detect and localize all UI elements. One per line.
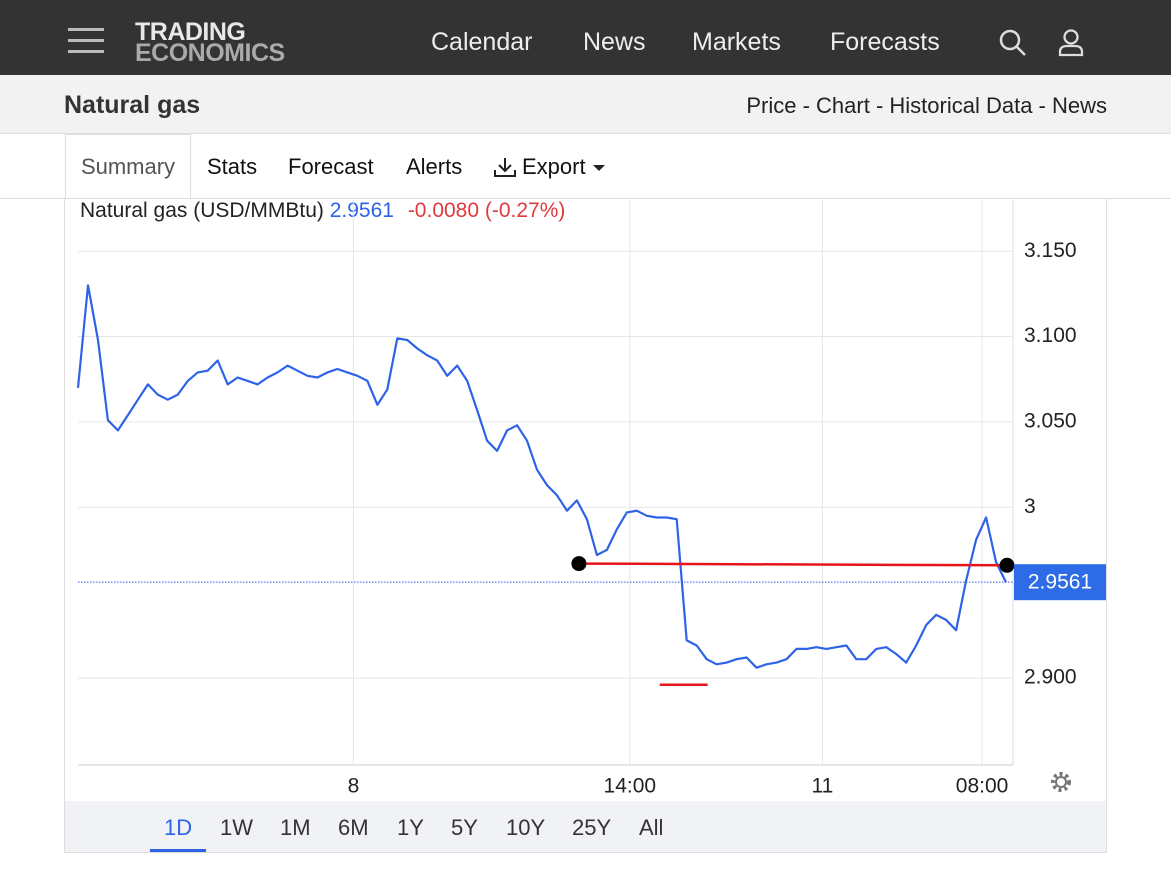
trend-handle: [999, 557, 1015, 573]
tabs: Summary Stats Forecast Alerts Export: [0, 134, 1171, 199]
page-title: Natural gas: [64, 91, 201, 119]
y-tick-label: 3.150: [1024, 239, 1077, 262]
range-button[interactable]: 1D: [150, 815, 207, 852]
menu-icon[interactable]: [68, 28, 104, 31]
price-tag: [1014, 564, 1106, 601]
tab[interactable]: Stats: [207, 154, 258, 179]
x-tick-label: 8: [348, 775, 360, 798]
tab[interactable]: Alerts: [406, 154, 463, 179]
settings-icon[interactable]: [1051, 772, 1071, 792]
tab[interactable]: Forecast: [288, 154, 374, 179]
range-button[interactable]: 1M: [280, 815, 311, 840]
nav-link[interactable]: Calendar: [431, 28, 533, 56]
x-tick-label: 14:00: [604, 775, 657, 798]
range-button[interactable]: 1W: [220, 815, 253, 840]
y-tick-label: 3: [1024, 495, 1036, 518]
y-tick-label: 3.100: [1024, 324, 1077, 347]
chart: Natural gas (USD/MMBtu) 2.9561 -0.0080 (…: [76, 199, 1106, 798]
price-line-series: [76, 284, 1007, 669]
price: 2.9561: [330, 199, 394, 222]
range-button[interactable]: All: [639, 815, 664, 840]
range-button[interactable]: 10Y: [506, 815, 546, 840]
user-icon[interactable]: [1057, 28, 1085, 58]
header-links[interactable]: Price - Chart - Historical Data - News: [746, 93, 1107, 118]
dropdown-caret[interactable]: [592, 163, 606, 173]
logo[interactable]: ECONOMICS: [135, 39, 285, 67]
x-tick-label: 08:00: [956, 775, 1009, 798]
x-tick-label: 11: [812, 775, 834, 798]
series-label: Natural gas (USD/MMBtu) 2.9561 -0.0080 (…: [80, 199, 565, 222]
nav-link[interactable]: Markets: [692, 28, 781, 56]
range-button[interactable]: 5Y: [451, 815, 478, 840]
download-icon[interactable]: [493, 156, 517, 178]
price-tag-label: 2.9561: [1028, 571, 1092, 594]
price-change: -0.0080 (-0.27%): [408, 199, 566, 222]
y-tick-label: 3.050: [1024, 409, 1077, 432]
nav-link[interactable]: Forecasts: [830, 28, 940, 56]
range-button[interactable]: 1Y: [397, 815, 424, 840]
chart-box: [64, 198, 1107, 853]
menu-icon[interactable]: [68, 39, 104, 42]
search-icon[interactable]: [998, 28, 1028, 58]
range-button[interactable]: 25Y: [572, 815, 612, 840]
trend-line: [578, 562, 1008, 567]
y-tick-label: 2.900: [1024, 665, 1077, 688]
tab[interactable]: Export: [522, 154, 586, 179]
range-button[interactable]: 6M: [338, 815, 369, 840]
trend-handle: [571, 556, 587, 572]
menu-icon[interactable]: [68, 50, 104, 53]
nav-link[interactable]: News: [583, 28, 646, 56]
range-bar: 1D 1W 1M 6M 1Y 5Y 10Y 25Y All: [65, 801, 1106, 852]
instrument: Natural gas (USD/MMBtu): [80, 199, 324, 222]
header: Natural gas Price - Chart - Historical D…: [0, 75, 1171, 134]
top-bar: TRADING ECONOMICS Calendar News Markets …: [0, 0, 1171, 75]
logo[interactable]: TRADING: [135, 18, 246, 46]
tab[interactable]: Summary: [65, 134, 191, 198]
